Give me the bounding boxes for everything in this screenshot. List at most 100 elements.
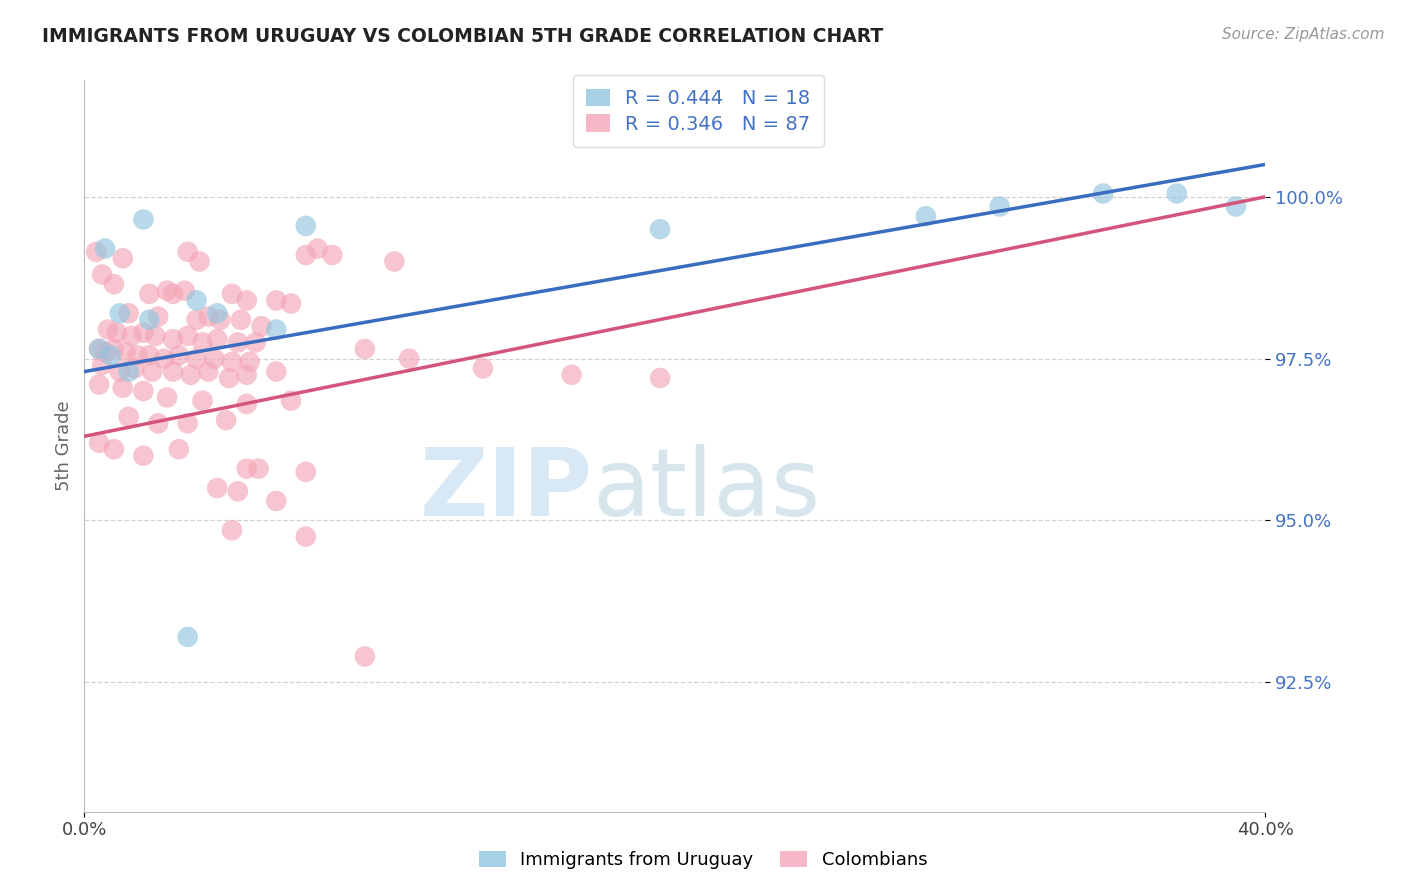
- Point: [148, 417, 170, 431]
- Point: [87, 342, 111, 356]
- Point: [207, 332, 229, 346]
- Point: [266, 494, 288, 508]
- Point: [91, 358, 114, 372]
- Point: [650, 222, 672, 236]
- Point: [207, 306, 229, 320]
- Point: [266, 293, 288, 308]
- Point: [472, 361, 495, 376]
- Point: [177, 244, 200, 259]
- Point: [295, 465, 318, 479]
- Point: [177, 417, 200, 431]
- Text: Source: ZipAtlas.com: Source: ZipAtlas.com: [1222, 27, 1385, 42]
- Point: [148, 310, 170, 324]
- Point: [167, 348, 190, 362]
- Point: [103, 442, 125, 457]
- Point: [138, 286, 160, 301]
- Point: [229, 312, 252, 326]
- Legend: R = 0.444   N = 18, R = 0.346   N = 87: R = 0.444 N = 18, R = 0.346 N = 87: [572, 75, 824, 147]
- Point: [100, 348, 122, 362]
- Point: [132, 212, 155, 227]
- Point: [307, 242, 329, 256]
- Text: IMMIGRANTS FROM URUGUAY VS COLOMBIAN 5TH GRADE CORRELATION CHART: IMMIGRANTS FROM URUGUAY VS COLOMBIAN 5TH…: [42, 27, 883, 45]
- Point: [280, 393, 302, 408]
- Text: ZIP: ZIP: [419, 444, 592, 536]
- Point: [87, 435, 111, 450]
- Point: [221, 286, 243, 301]
- Point: [111, 252, 134, 266]
- Point: [280, 296, 302, 310]
- Point: [398, 351, 420, 366]
- Point: [162, 286, 184, 301]
- Point: [295, 530, 318, 544]
- Point: [236, 368, 259, 382]
- Point: [295, 219, 318, 233]
- Point: [266, 322, 288, 336]
- Point: [650, 371, 672, 385]
- Point: [118, 365, 141, 379]
- Point: [121, 329, 143, 343]
- Point: [186, 293, 208, 308]
- Point: [103, 342, 125, 356]
- Point: [118, 306, 141, 320]
- Point: [245, 335, 267, 350]
- Point: [239, 355, 262, 369]
- Point: [226, 335, 249, 350]
- Point: [127, 348, 149, 362]
- Point: [94, 345, 117, 359]
- Point: [97, 322, 120, 336]
- Point: [173, 284, 195, 298]
- Point: [177, 630, 200, 644]
- Point: [132, 449, 155, 463]
- Point: [191, 335, 214, 350]
- Point: [156, 391, 179, 405]
- Point: [215, 413, 238, 427]
- Point: [1166, 186, 1188, 201]
- Point: [105, 326, 128, 340]
- Point: [207, 481, 229, 495]
- Point: [236, 397, 259, 411]
- Point: [138, 348, 160, 362]
- Point: [915, 209, 938, 223]
- Point: [153, 351, 176, 366]
- Point: [132, 326, 155, 340]
- Point: [202, 351, 225, 366]
- Point: [167, 442, 190, 457]
- Point: [218, 371, 240, 385]
- Point: [180, 368, 202, 382]
- Point: [221, 523, 243, 537]
- Point: [132, 384, 155, 398]
- Point: [118, 409, 141, 424]
- Point: [250, 319, 273, 334]
- Point: [103, 277, 125, 292]
- Point: [143, 329, 166, 343]
- Point: [384, 254, 406, 268]
- Legend: Immigrants from Uruguay, Colombians: Immigrants from Uruguay, Colombians: [470, 842, 936, 879]
- Point: [266, 365, 288, 379]
- Point: [221, 355, 243, 369]
- Point: [247, 461, 270, 475]
- Point: [561, 368, 583, 382]
- Point: [321, 248, 343, 262]
- Point: [162, 332, 184, 346]
- Point: [295, 248, 318, 262]
- Point: [354, 649, 377, 664]
- Point: [84, 244, 107, 259]
- Point: [108, 365, 131, 379]
- Point: [186, 312, 208, 326]
- Point: [177, 329, 200, 343]
- Point: [91, 268, 114, 282]
- Point: [114, 345, 136, 359]
- Point: [236, 293, 259, 308]
- Point: [162, 365, 184, 379]
- Point: [138, 312, 160, 326]
- Point: [191, 393, 214, 408]
- Y-axis label: 5th Grade: 5th Grade: [55, 401, 73, 491]
- Point: [226, 484, 249, 499]
- Point: [94, 242, 117, 256]
- Point: [141, 365, 163, 379]
- Point: [87, 342, 111, 356]
- Point: [988, 200, 1011, 214]
- Point: [156, 284, 179, 298]
- Point: [1092, 186, 1115, 201]
- Point: [111, 381, 134, 395]
